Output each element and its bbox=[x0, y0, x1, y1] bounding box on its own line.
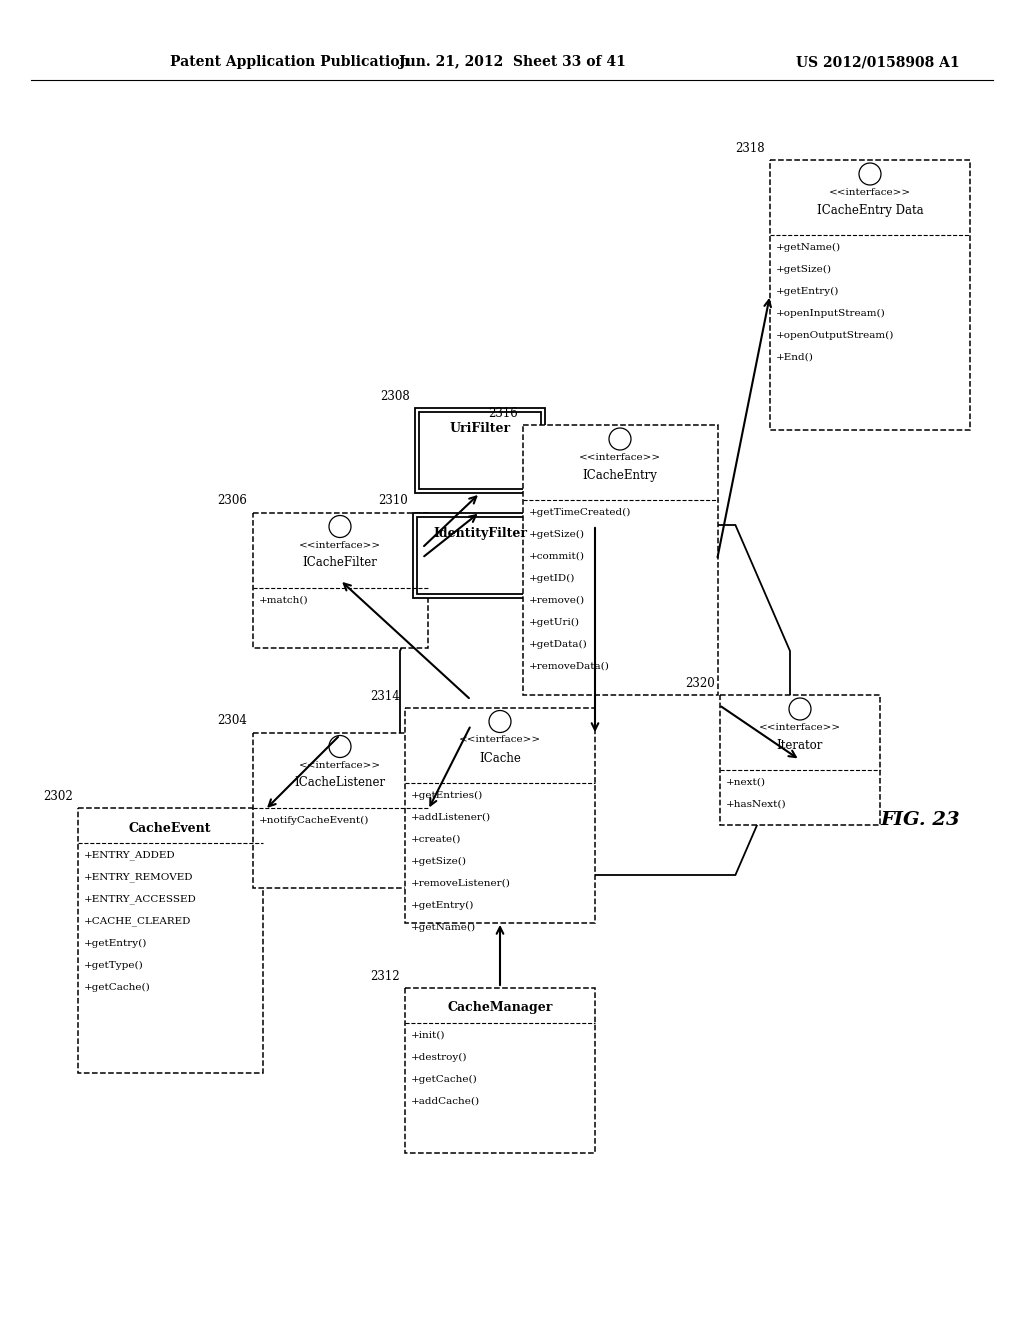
Text: ICache: ICache bbox=[479, 751, 521, 764]
Circle shape bbox=[859, 162, 881, 185]
FancyBboxPatch shape bbox=[720, 696, 880, 825]
Text: +getTimeCreated(): +getTimeCreated() bbox=[528, 508, 631, 517]
Text: +removeData(): +removeData() bbox=[528, 663, 609, 671]
Text: 2302: 2302 bbox=[43, 789, 73, 803]
Text: +remove(): +remove() bbox=[528, 597, 585, 605]
Text: +CACHE_CLEARED: +CACHE_CLEARED bbox=[84, 916, 190, 927]
Text: 2312: 2312 bbox=[371, 969, 400, 982]
Text: +destroy(): +destroy() bbox=[411, 1052, 468, 1061]
Text: 2308: 2308 bbox=[380, 389, 410, 403]
FancyBboxPatch shape bbox=[770, 160, 970, 430]
Text: IdentityFilter: IdentityFilter bbox=[433, 527, 527, 540]
Text: +addListener(): +addListener() bbox=[411, 813, 492, 821]
Text: +getCache(): +getCache() bbox=[411, 1074, 478, 1084]
Text: 2318: 2318 bbox=[735, 143, 765, 154]
FancyBboxPatch shape bbox=[413, 512, 548, 598]
Text: Jun. 21, 2012  Sheet 33 of 41: Jun. 21, 2012 Sheet 33 of 41 bbox=[398, 55, 626, 69]
Circle shape bbox=[489, 710, 511, 733]
Text: ICacheEntry: ICacheEntry bbox=[583, 469, 657, 482]
Text: +getEntry(): +getEntry() bbox=[411, 900, 474, 909]
FancyBboxPatch shape bbox=[415, 408, 545, 492]
FancyBboxPatch shape bbox=[253, 512, 427, 648]
Text: 2310: 2310 bbox=[378, 495, 408, 507]
Text: +getSize(): +getSize() bbox=[776, 265, 831, 275]
Text: +getUri(): +getUri() bbox=[528, 618, 580, 627]
Text: Patent Application Publication: Patent Application Publication bbox=[170, 55, 410, 69]
Text: UriFilter: UriFilter bbox=[450, 421, 511, 434]
Text: +getType(): +getType() bbox=[84, 961, 143, 970]
Text: +create(): +create() bbox=[411, 834, 462, 843]
Text: +init(): +init() bbox=[411, 1031, 445, 1040]
FancyBboxPatch shape bbox=[253, 733, 427, 887]
Text: 2320: 2320 bbox=[685, 677, 715, 690]
Text: +getID(): +getID() bbox=[528, 574, 574, 583]
Text: ICacheEntry Data: ICacheEntry Data bbox=[817, 205, 924, 216]
Polygon shape bbox=[400, 525, 790, 875]
FancyBboxPatch shape bbox=[419, 412, 541, 488]
Text: 2304: 2304 bbox=[218, 714, 248, 727]
Text: +ENTRY_ACCESSED: +ENTRY_ACCESSED bbox=[84, 895, 197, 904]
Text: +match(): +match() bbox=[258, 595, 308, 605]
Text: +getEntry(): +getEntry() bbox=[84, 939, 146, 948]
Text: ICacheFilter: ICacheFilter bbox=[302, 557, 378, 569]
FancyBboxPatch shape bbox=[417, 516, 544, 594]
Circle shape bbox=[329, 516, 351, 537]
Text: <<interface>>: <<interface>> bbox=[459, 735, 541, 744]
Text: 2306: 2306 bbox=[218, 495, 248, 507]
Text: +commit(): +commit() bbox=[528, 552, 585, 561]
Text: 2314: 2314 bbox=[371, 689, 400, 702]
Text: +notifyCacheEvent(): +notifyCacheEvent() bbox=[258, 816, 369, 825]
Text: +End(): +End() bbox=[776, 352, 814, 362]
Text: <<interface>>: <<interface>> bbox=[759, 723, 841, 733]
Text: +getEntry(): +getEntry() bbox=[776, 286, 840, 296]
Circle shape bbox=[329, 735, 351, 758]
Text: +openInputStream(): +openInputStream() bbox=[776, 309, 886, 318]
Text: <<interface>>: <<interface>> bbox=[579, 453, 662, 462]
Circle shape bbox=[609, 428, 631, 450]
Text: +getSize(): +getSize() bbox=[528, 531, 585, 539]
Text: +addCache(): +addCache() bbox=[411, 1097, 480, 1106]
FancyBboxPatch shape bbox=[78, 808, 262, 1072]
Text: <<interface>>: <<interface>> bbox=[299, 540, 381, 549]
FancyBboxPatch shape bbox=[406, 708, 595, 923]
Text: +next(): +next() bbox=[726, 777, 766, 787]
Text: CacheEvent: CacheEvent bbox=[129, 821, 211, 834]
Text: FIG. 23: FIG. 23 bbox=[881, 810, 959, 829]
Text: +hasNext(): +hasNext() bbox=[726, 800, 786, 809]
Circle shape bbox=[790, 698, 811, 719]
Text: +getName(): +getName() bbox=[776, 243, 841, 252]
Text: +ENTRY_ADDED: +ENTRY_ADDED bbox=[84, 850, 175, 861]
Text: +getEntries(): +getEntries() bbox=[411, 791, 483, 800]
Text: +getName(): +getName() bbox=[411, 923, 476, 932]
Text: ICacheListener: ICacheListener bbox=[295, 776, 386, 789]
FancyBboxPatch shape bbox=[522, 425, 718, 696]
Text: 2316: 2316 bbox=[487, 407, 517, 420]
Text: +openOutputStream(): +openOutputStream() bbox=[776, 331, 894, 341]
Text: +ENTRY_REMOVED: +ENTRY_REMOVED bbox=[84, 873, 193, 882]
Text: +removeListener(): +removeListener() bbox=[411, 879, 511, 887]
Text: CacheManager: CacheManager bbox=[447, 1002, 553, 1015]
Text: +getCache(): +getCache() bbox=[84, 982, 151, 991]
Text: Iterator: Iterator bbox=[777, 739, 823, 752]
Text: +getSize(): +getSize() bbox=[411, 857, 467, 866]
Text: +getData(): +getData() bbox=[528, 640, 587, 649]
Text: <<interface>>: <<interface>> bbox=[299, 760, 381, 770]
Text: US 2012/0158908 A1: US 2012/0158908 A1 bbox=[797, 55, 961, 69]
FancyBboxPatch shape bbox=[406, 987, 595, 1152]
Text: <<interface>>: <<interface>> bbox=[829, 187, 911, 197]
